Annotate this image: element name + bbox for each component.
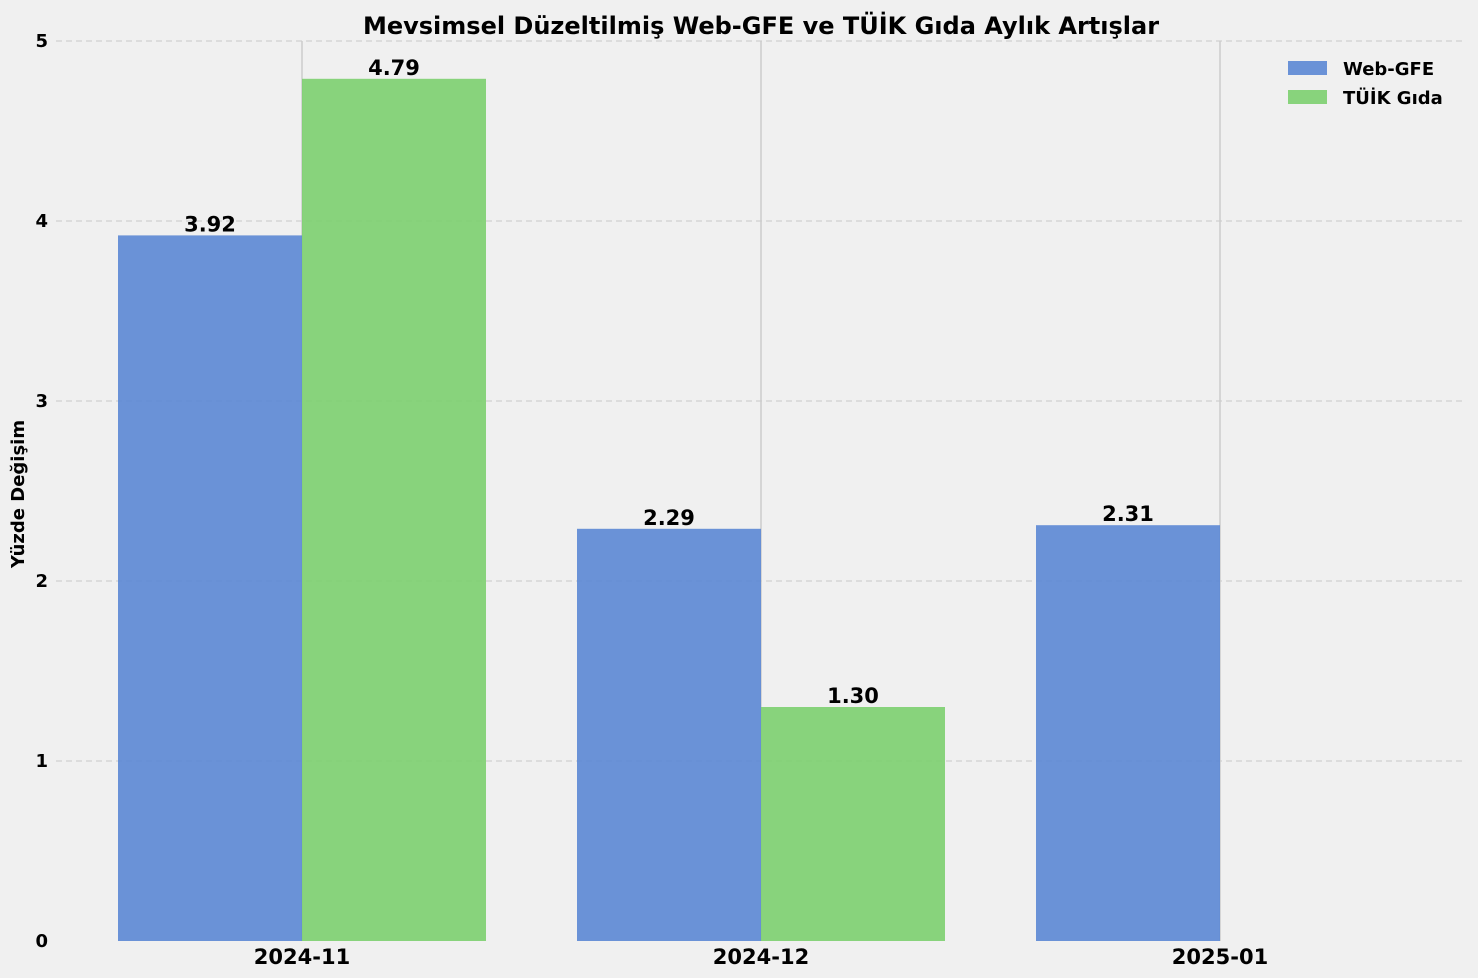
y-tick-label: 5 [35,31,48,52]
bars [118,78,1220,942]
y-tick-label: 3 [35,391,48,412]
x-tick-label: 2024-11 [254,945,350,969]
y-tick-label: 1 [35,751,48,772]
bar [1036,525,1220,941]
legend-swatch [1288,61,1327,75]
legend-swatch [1288,90,1327,104]
data-label: 2.31 [1102,502,1154,526]
data-label: 4.79 [368,56,420,80]
axis-ticks: 0 1 2 3 4 5 2024-11 2024-12 2025-01 [35,31,1268,969]
legend-label: Web-GFE [1343,59,1434,80]
data-label: 1.30 [827,684,879,708]
data-label: 3.92 [184,212,236,236]
legend-label: TÜİK Gıda [1343,87,1443,109]
y-axis-label: Yüzde Değişim [8,420,29,569]
bar [302,78,486,942]
data-labels: 3.92 2.29 2.31 4.79 1.30 [184,56,1154,708]
data-label: 2.29 [643,506,695,530]
chart-title: Mevsimsel Düzeltilmiş Web-GFE ve TÜİK Gı… [363,10,1159,40]
x-tick-label: 2025-01 [1172,945,1268,969]
y-tick-label: 0 [35,931,48,952]
bar [761,707,945,941]
x-tick-label: 2024-12 [713,945,809,969]
bar [118,235,302,941]
y-tick-label: 4 [35,211,48,232]
y-tick-label: 2 [35,571,48,592]
legend: Web-GFE TÜİK Gıda [1288,59,1443,109]
bar [577,528,761,941]
